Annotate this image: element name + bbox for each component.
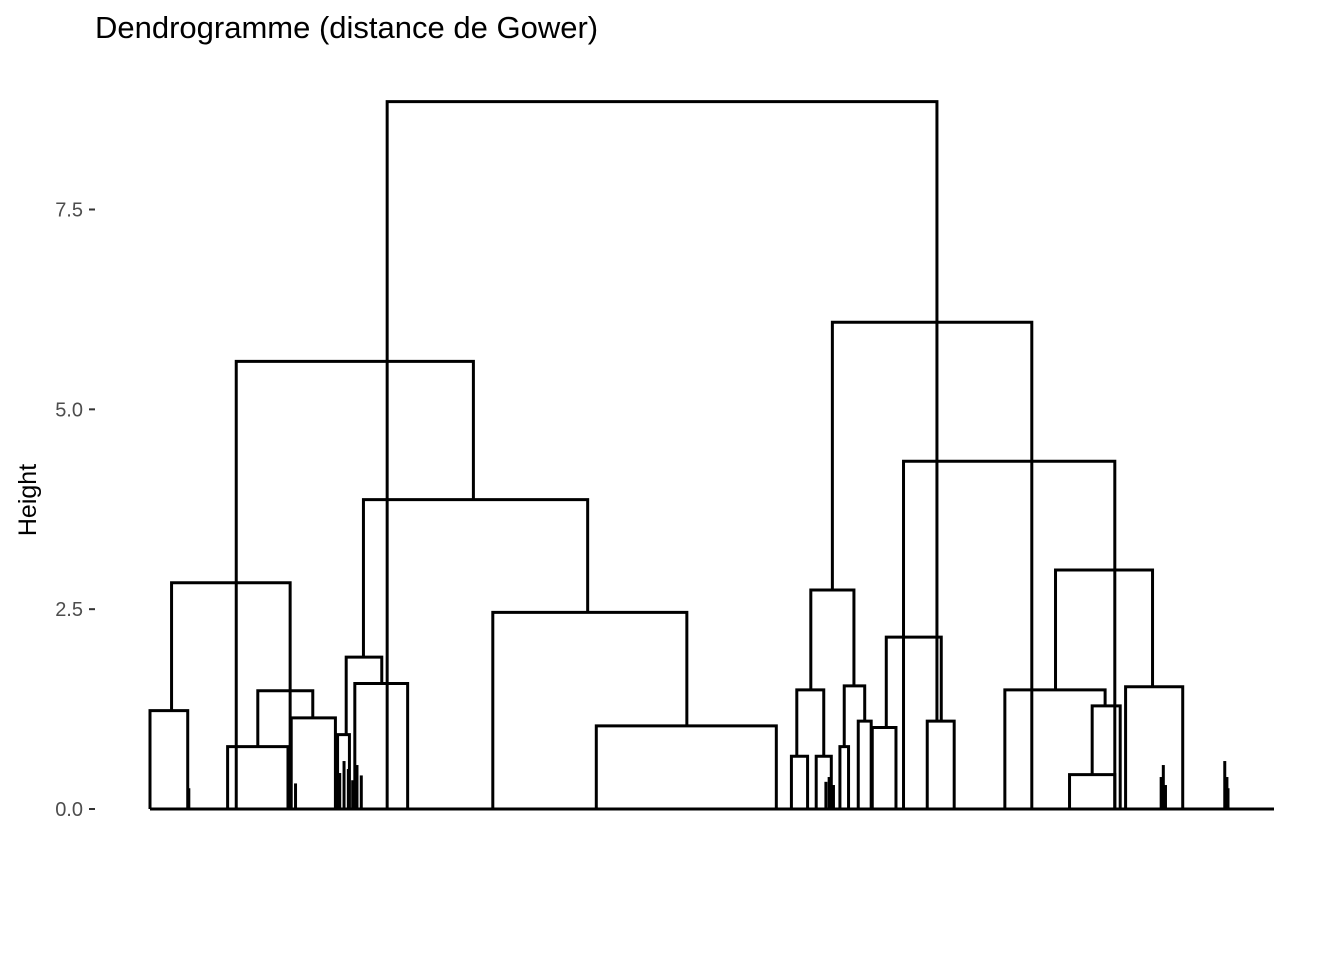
- branch-right-b: [902, 459, 1117, 809]
- branch-left-b: [361, 498, 590, 658]
- y-tick-label-2: 5.0: [55, 399, 83, 421]
- branch-root: [385, 100, 939, 809]
- branch-right-b1: [884, 635, 943, 728]
- branch-right-b2: [1054, 568, 1155, 690]
- branch-right-b2a2: [1068, 773, 1117, 809]
- branch-right-b2a: [1003, 688, 1107, 809]
- branch-left-a2: [256, 689, 315, 747]
- branch-right-b1b: [925, 719, 956, 809]
- y-tick-label-1: 2.5: [55, 599, 83, 621]
- branch-right-a2a: [838, 745, 851, 809]
- branch-right-a: [809, 588, 856, 690]
- branch-right-b2a1: [1090, 704, 1122, 809]
- branch-left-a1: [148, 709, 190, 809]
- chart-title: Dendrogramme (distance de Gower): [95, 10, 599, 45]
- branch-left-b1b: [353, 682, 410, 809]
- y-axis-title: Height: [14, 464, 42, 536]
- y-tick-label-0: 0.0: [55, 799, 83, 821]
- branch-right-a1b: [814, 754, 833, 809]
- y-axis: 0.0 2.5 5.0 7.5: [55, 200, 95, 821]
- branch-left-b2b: [594, 724, 778, 809]
- branch-right-b1a: [870, 725, 898, 809]
- branch-left-b1: [344, 655, 384, 735]
- branch-left-a2a: [226, 745, 290, 809]
- branch-left-cluster: [234, 359, 475, 809]
- branch-left-a2b: [289, 716, 337, 809]
- dendrogram-branches: [148, 100, 1230, 809]
- branch-left-b2: [491, 610, 689, 809]
- branch-right-a2b: [856, 719, 873, 809]
- branch-right-b2b: [1124, 685, 1185, 809]
- branch-right-a1a: [789, 754, 810, 809]
- branch-right-a1: [795, 688, 826, 757]
- branch-right-cluster: [830, 320, 1034, 809]
- y-tick-label-3: 7.5: [55, 200, 83, 222]
- branch-right-a2: [842, 684, 867, 747]
- branch-left-a: [170, 581, 292, 809]
